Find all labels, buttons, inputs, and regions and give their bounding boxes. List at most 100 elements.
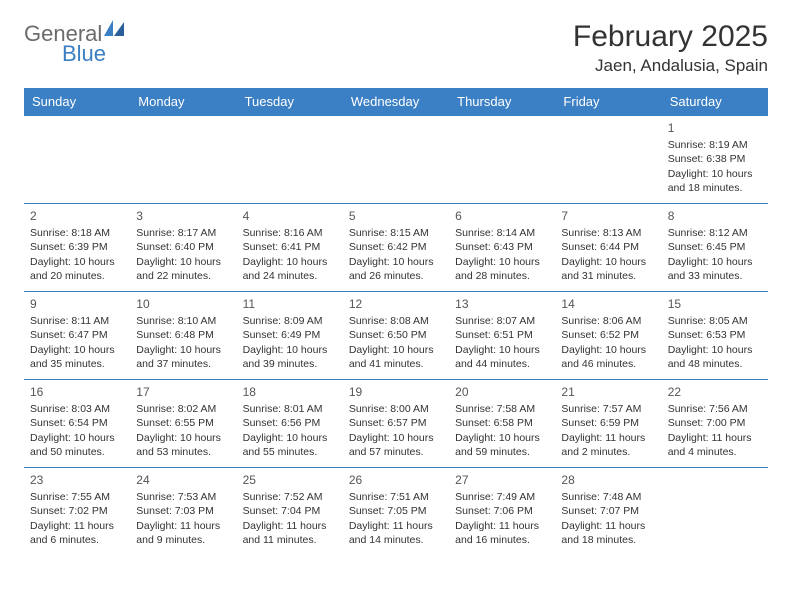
calendar-cell: 3Sunrise: 8:17 AMSunset: 6:40 PMDaylight… [130, 203, 236, 291]
sunrise-line: Sunrise: 8:05 AM [668, 314, 762, 328]
sunset-line: Sunset: 6:43 PM [455, 240, 549, 254]
day-number: 17 [136, 384, 230, 400]
daylight-line: Daylight: 11 hours and 11 minutes. [243, 519, 337, 547]
calendar-cell: 9Sunrise: 8:11 AMSunset: 6:47 PMDaylight… [24, 291, 130, 379]
sunrise-line: Sunrise: 8:16 AM [243, 226, 337, 240]
day-number: 22 [668, 384, 762, 400]
day-number: 14 [561, 296, 655, 312]
daylight-line: Daylight: 10 hours and 39 minutes. [243, 343, 337, 371]
day-number: 4 [243, 208, 337, 224]
sunset-line: Sunset: 7:06 PM [455, 504, 549, 518]
day-number: 28 [561, 472, 655, 488]
daylight-line: Daylight: 10 hours and 41 minutes. [349, 343, 443, 371]
daylight-line: Daylight: 10 hours and 24 minutes. [243, 255, 337, 283]
sunset-line: Sunset: 7:03 PM [136, 504, 230, 518]
sunset-line: Sunset: 6:49 PM [243, 328, 337, 342]
calendar-cell: 28Sunrise: 7:48 AMSunset: 7:07 PMDayligh… [555, 467, 661, 555]
calendar-cell: 1Sunrise: 8:19 AMSunset: 6:38 PMDaylight… [662, 115, 768, 203]
location-subtitle: Jaen, Andalusia, Spain [573, 56, 768, 76]
sunrise-line: Sunrise: 8:02 AM [136, 402, 230, 416]
day-number: 18 [243, 384, 337, 400]
sunset-line: Sunset: 7:02 PM [30, 504, 124, 518]
daylight-line: Daylight: 10 hours and 35 minutes. [30, 343, 124, 371]
calendar-cell-empty [449, 115, 555, 203]
calendar-cell: 18Sunrise: 8:01 AMSunset: 6:56 PMDayligh… [237, 379, 343, 467]
month-title: February 2025 [573, 20, 768, 54]
sunset-line: Sunset: 6:53 PM [668, 328, 762, 342]
calendar-cell: 5 Sunrise: 8:15 AMSunset: 6:42 PMDaylight… [343, 203, 449, 291]
daylight-line: Daylight: 10 hours and 59 minutes. [455, 431, 549, 459]
day-number: 5 [349, 208, 443, 224]
calendar-cell: 10Sunrise: 8:10 AMSunset: 6:48 PMDayligh… [130, 291, 236, 379]
title-block: February 2025 Jaen, Andalusia, Spain [573, 20, 768, 76]
calendar-cell-empty [662, 467, 768, 555]
calendar-cell: 4 Sunrise: 8:16 AMSunset: 6:41 PMDaylight… [237, 203, 343, 291]
sunset-line: Sunset: 6:57 PM [349, 416, 443, 430]
sunset-line: Sunset: 7:05 PM [349, 504, 443, 518]
calendar-cell: 24Sunrise: 7:53 AMSunset: 7:03 PMDayligh… [130, 467, 236, 555]
sunset-line: Sunset: 6:59 PM [561, 416, 655, 430]
daylight-line: Daylight: 10 hours and 31 minutes. [561, 255, 655, 283]
calendar-cell: 20Sunrise: 7:58 AMSunset: 6:58 PMDayligh… [449, 379, 555, 467]
sunset-line: Sunset: 6:41 PM [243, 240, 337, 254]
daylight-line: Daylight: 11 hours and 18 minutes. [561, 519, 655, 547]
daylight-line: Daylight: 10 hours and 20 minutes. [30, 255, 124, 283]
sunrise-line: Sunrise: 7:58 AM [455, 402, 549, 416]
sunset-line: Sunset: 7:04 PM [243, 504, 337, 518]
calendar-grid: 1Sunrise: 8:19 AMSunset: 6:38 PMDaylight… [24, 115, 768, 555]
calendar-cell: 16Sunrise: 8:03 AMSunset: 6:54 PMDayligh… [24, 379, 130, 467]
calendar-cell-empty [343, 115, 449, 203]
day-number: 11 [243, 296, 337, 312]
day-number: 21 [561, 384, 655, 400]
daylight-line: Daylight: 10 hours and 28 minutes. [455, 255, 549, 283]
day-number: 3 [136, 208, 230, 224]
sunrise-line: Sunrise: 8:07 AM [455, 314, 549, 328]
sunset-line: Sunset: 6:48 PM [136, 328, 230, 342]
sunrise-line: Sunrise: 8:01 AM [243, 402, 337, 416]
sunrise-line: Sunrise: 8:14 AM [455, 226, 549, 240]
sunrise-line: Sunrise: 8:18 AM [30, 226, 124, 240]
calendar-cell: 21Sunrise: 7:57 AMSunset: 6:59 PMDayligh… [555, 379, 661, 467]
day-number: 1 [668, 120, 762, 136]
weekday-header-cell: Monday [130, 88, 236, 115]
calendar-cell: 17Sunrise: 8:02 AMSunset: 6:55 PMDayligh… [130, 379, 236, 467]
sunset-line: Sunset: 6:45 PM [668, 240, 762, 254]
day-number: 2 [30, 208, 124, 224]
sunset-line: Sunset: 6:42 PM [349, 240, 443, 254]
day-number: 6 [455, 208, 549, 224]
day-number: 26 [349, 472, 443, 488]
sunrise-line: Sunrise: 8:12 AM [668, 226, 762, 240]
calendar-cell: 8 Sunrise: 8:12 AMSunset: 6:45 PMDaylight… [662, 203, 768, 291]
daylight-line: Daylight: 11 hours and 16 minutes. [455, 519, 549, 547]
day-number: 20 [455, 384, 549, 400]
calendar-cell: 6 Sunrise: 8:14 AMSunset: 6:43 PMDaylight… [449, 203, 555, 291]
daylight-line: Daylight: 10 hours and 22 minutes. [136, 255, 230, 283]
sunset-line: Sunset: 6:47 PM [30, 328, 124, 342]
calendar-cell: 15 Sunrise: 8:05 AMSunset: 6:53 PMDayligh… [662, 291, 768, 379]
sunrise-line: Sunrise: 8:06 AM [561, 314, 655, 328]
calendar-cell: 26Sunrise: 7:51 AMSunset: 7:05 PMDayligh… [343, 467, 449, 555]
calendar-cell: 12Sunrise: 8:08 AMSunset: 6:50 PMDayligh… [343, 291, 449, 379]
day-number: 7 [561, 208, 655, 224]
sunset-line: Sunset: 6:55 PM [136, 416, 230, 430]
weekday-header-cell: Tuesday [237, 88, 343, 115]
calendar-cell-empty [24, 115, 130, 203]
sunrise-line: Sunrise: 8:17 AM [136, 226, 230, 240]
sunrise-line: Sunrise: 8:11 AM [30, 314, 124, 328]
sunrise-line: Sunrise: 8:15 AM [349, 226, 443, 240]
daylight-line: Daylight: 10 hours and 26 minutes. [349, 255, 443, 283]
calendar-cell: 25Sunrise: 7:52 AMSunset: 7:04 PMDayligh… [237, 467, 343, 555]
daylight-line: Daylight: 10 hours and 33 minutes. [668, 255, 762, 283]
daylight-line: Daylight: 10 hours and 48 minutes. [668, 343, 762, 371]
day-number: 15 [668, 296, 762, 312]
sunset-line: Sunset: 6:54 PM [30, 416, 124, 430]
daylight-line: Daylight: 10 hours and 44 minutes. [455, 343, 549, 371]
calendar-cell: 22Sunrise: 7:56 AMSunset: 7:00 PMDayligh… [662, 379, 768, 467]
sunrise-line: Sunrise: 7:55 AM [30, 490, 124, 504]
day-number: 8 [668, 208, 762, 224]
day-number: 12 [349, 296, 443, 312]
weekday-header-cell: Thursday [449, 88, 555, 115]
calendar-cell: 2Sunrise: 8:18 AMSunset: 6:39 PMDaylight… [24, 203, 130, 291]
sunrise-line: Sunrise: 8:03 AM [30, 402, 124, 416]
day-number: 23 [30, 472, 124, 488]
